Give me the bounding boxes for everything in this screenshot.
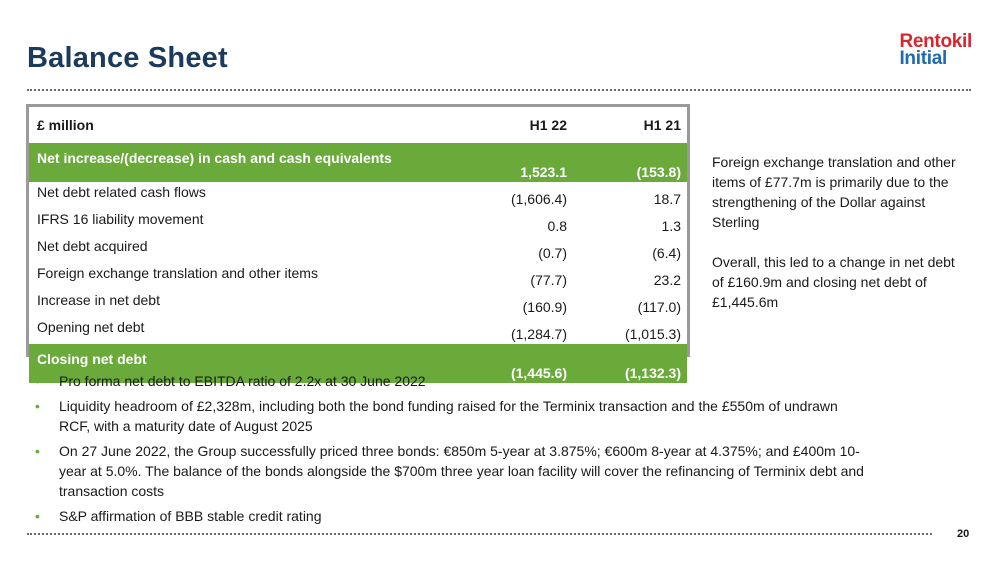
table-row: Foreign exchange translation and other i… xyxy=(29,263,687,290)
logo-line-rentokil: Rentokil xyxy=(899,31,972,52)
bullet-dot-icon: • xyxy=(35,508,40,524)
side-note-net-debt: Overall, this led to a change in net deb… xyxy=(712,254,955,310)
bullet-text: Pro forma net debt to EBITDA ratio of 2.… xyxy=(59,373,426,389)
row-label: Foreign exchange translation and other i… xyxy=(37,265,318,281)
row-value-h1-22: (160.9) xyxy=(522,299,567,315)
bullet-item: • Liquidity headroom of £2,328m, includi… xyxy=(35,396,865,436)
bottom-divider xyxy=(27,533,932,535)
bullet-item: • On 27 June 2022, the Group successfull… xyxy=(35,441,865,501)
logo-line-initial: Initial xyxy=(899,48,947,69)
row-label: Net debt related cash flows xyxy=(37,184,206,200)
top-divider xyxy=(27,89,971,91)
bullet-text: S&P affirmation of BBB stable credit rat… xyxy=(59,508,322,524)
row-value-h1-21: (6.4) xyxy=(652,245,681,261)
table-row: IFRS 16 liability movement 0.8 1.3 xyxy=(29,209,687,236)
rentokil-initial-logo: Rentokil Initial xyxy=(899,31,972,69)
row-label: Increase in net debt xyxy=(37,292,160,308)
row-value-h1-22: (1,606.4) xyxy=(510,191,567,207)
bullet-dot-icon: • xyxy=(35,443,40,459)
table-row-closing-net-debt: Closing net debt (1,445.6) (1,132.3) xyxy=(29,344,687,383)
row-value-h1-21: (153.8) xyxy=(573,143,687,182)
table-row: Net debt related cash flows (1,606.4) 18… xyxy=(29,182,687,209)
row-value-h1-22: 0.8 xyxy=(547,218,567,234)
table-row: Net debt acquired (0.7) (6.4) xyxy=(29,236,687,263)
row-label: Closing net debt xyxy=(29,344,468,383)
side-commentary: Foreign exchange translation and other i… xyxy=(712,152,957,332)
header-label: £ million xyxy=(37,117,94,133)
row-value-h1-21: 23.2 xyxy=(653,272,681,288)
bullet-item: • Pro forma net debt to EBITDA ratio of … xyxy=(35,371,865,391)
row-label: Net increase/(decrease) in cash and cash… xyxy=(29,143,468,182)
table-row: Increase in net debt (160.9) (117.0) xyxy=(29,290,687,317)
page-number: 20 xyxy=(957,528,970,540)
bullet-list: • Pro forma net debt to EBITDA ratio of … xyxy=(35,371,865,531)
row-value-h1-21: (1,015.3) xyxy=(624,326,681,342)
bullet-text: Liquidity headroom of £2,328m, including… xyxy=(59,398,838,434)
table-row-net-cash-change: Net increase/(decrease) in cash and cash… xyxy=(29,143,687,182)
row-value-h1-21: (1,132.3) xyxy=(573,344,687,383)
row-value-h1-22: 1,523.1 xyxy=(468,143,573,182)
table-header-row: £ million H1 22 H1 21 xyxy=(29,107,687,143)
row-value-h1-22: (1,445.6) xyxy=(468,344,573,383)
row-value-h1-22: (0.7) xyxy=(538,245,567,261)
row-value-h1-21: 1.3 xyxy=(661,218,681,234)
row-value-h1-21: 18.7 xyxy=(653,191,681,207)
row-value-h1-22: (1,284.7) xyxy=(510,326,567,342)
bullet-dot-icon: • xyxy=(35,398,40,414)
side-note-fx: Foreign exchange translation and other i… xyxy=(712,154,956,230)
page-title: Balance Sheet xyxy=(27,42,228,74)
net-debt-table: £ million H1 22 H1 21 Net increase/(decr… xyxy=(26,104,690,383)
row-label: Opening net debt xyxy=(37,319,145,335)
row-label: IFRS 16 liability movement xyxy=(37,211,204,227)
table-row: Opening net debt (1,284.7) (1,015.3) xyxy=(29,317,687,344)
row-value-h1-22: (77.7) xyxy=(530,272,567,288)
bullet-text: On 27 June 2022, the Group successfully … xyxy=(59,443,864,499)
header-h1-21: H1 21 xyxy=(643,117,681,133)
bullet-item: • S&P affirmation of BBB stable credit r… xyxy=(35,506,865,526)
bullet-dot-icon: • xyxy=(35,373,40,389)
row-label: Net debt acquired xyxy=(37,238,148,254)
row-value-h1-21: (117.0) xyxy=(637,299,681,315)
header-h1-22: H1 22 xyxy=(529,117,567,133)
